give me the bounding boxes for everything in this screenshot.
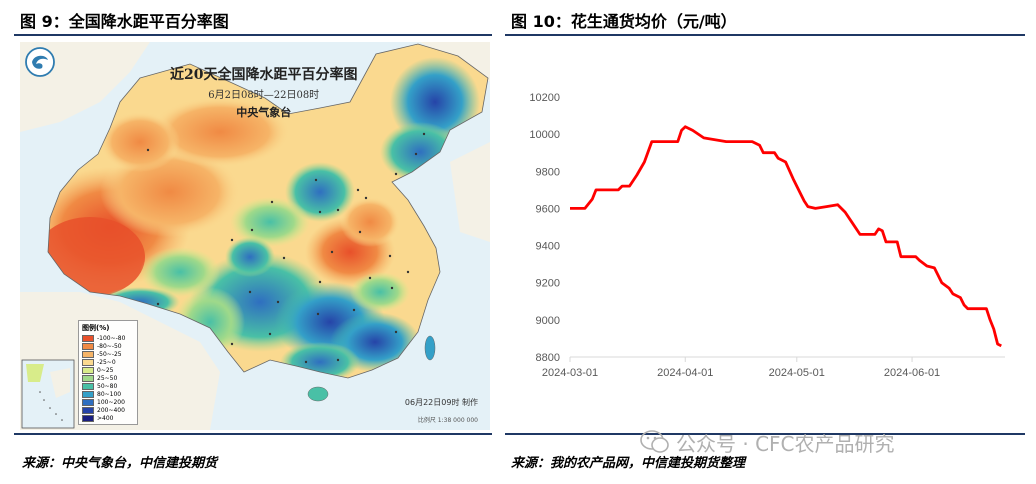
left-source: 来源：中央气象台，中信建投期货	[22, 456, 218, 471]
legend-label: -100~-80	[97, 334, 126, 342]
map-legend: 图例(%) -100~-80 -80~-50 -50~-25 -25~0 0~25 25~…	[78, 320, 138, 425]
legend-swatch	[82, 358, 94, 366]
legend-swatch	[82, 334, 94, 342]
hainan-island	[307, 386, 329, 402]
y-tick-label: 10000	[529, 129, 560, 141]
legend-item: -50~-25	[82, 350, 134, 358]
legend-item: -25~0	[82, 358, 134, 366]
city-markers	[146, 132, 426, 364]
legend-swatch	[82, 382, 94, 390]
right-source: 来源：我的农产品网，中信建投期货整理	[511, 456, 746, 471]
wechat-icon	[640, 430, 669, 453]
taiwan-island	[424, 335, 436, 361]
legend-label: -50~-25	[97, 350, 122, 358]
x-tick-label: 2024-04-01	[657, 367, 713, 379]
left-top-rule	[14, 34, 492, 36]
map-title-block: 近20天全国降水距平百分率图 6月2日08时—22日08时 中央气象台	[170, 64, 357, 120]
legend-label: -80~-50	[97, 342, 122, 350]
map-title: 近20天全国降水距平百分率图	[170, 67, 358, 83]
y-tick-label: 9800	[536, 166, 560, 178]
left-bottom-rule	[14, 433, 492, 435]
legend-swatch	[82, 366, 94, 374]
map-svg	[20, 42, 490, 430]
price-series-line	[570, 125, 1002, 348]
map-legend-title: 图例(%)	[82, 324, 110, 332]
map-scale: 比例尺 1:38 000 000	[417, 417, 478, 424]
peanut-price-chart: 8800 9000 9200 9400 9600 9800 10000 10200 2024-0…	[529, 92, 1005, 379]
legend-item: -100~-80	[82, 334, 134, 342]
y-tick-label: 10200	[529, 92, 560, 104]
x-tick-label: 2024-05-01	[769, 367, 825, 379]
legend-item: 200~400	[82, 406, 134, 414]
legend-swatch	[82, 406, 94, 414]
legend-label: -25~0	[97, 358, 116, 366]
x-tick-label: 2024-06-01	[884, 367, 940, 379]
legend-swatch	[82, 398, 94, 406]
legend-item: -80~-50	[82, 342, 134, 350]
map-production-stamp: 06月22日09时 制作	[404, 398, 478, 407]
x-tick-label: 2024-03-01	[542, 367, 598, 379]
y-tick-label: 9200	[536, 278, 560, 290]
watermark: 公众号 · CFC农产品研究	[676, 432, 895, 456]
y-tick-label: 9000	[536, 315, 560, 327]
legend-label: 100~200	[97, 398, 125, 406]
legend-item: 25~50	[82, 374, 134, 382]
precipitation-anomaly-map: 近20天全国降水距平百分率图 6月2日08时—22日08时 中央气象台 图例(%…	[20, 42, 490, 430]
legend-label: 25~50	[97, 374, 118, 382]
legend-swatch	[82, 342, 94, 350]
y-tick-label: 9400	[536, 241, 560, 253]
china-border	[47, 43, 489, 379]
legend-label: 50~80	[97, 382, 118, 390]
legend-swatch	[82, 414, 94, 422]
legend-item: >400	[82, 414, 134, 422]
left-figure-title: 图 9：全国降水距平百分率图	[20, 12, 229, 31]
legend-swatch	[82, 390, 94, 398]
legend-item: 50~80	[82, 382, 134, 390]
legend-label: 80~100	[97, 390, 122, 398]
legend-swatch	[82, 374, 94, 382]
right-bottom-rule	[505, 433, 1025, 435]
y-tick-label: 9600	[536, 203, 560, 215]
right-top-rule	[505, 34, 1025, 36]
legend-label: >400	[97, 414, 114, 422]
map-agency: 中央气象台	[236, 106, 292, 119]
y-tick-label: 8800	[536, 352, 560, 364]
legend-swatch	[82, 350, 94, 358]
map-period: 6月2日08时—22日08时	[208, 90, 320, 101]
cma-logo-icon	[25, 47, 55, 77]
legend-label: 200~400	[97, 406, 125, 414]
legend-item: 80~100	[82, 390, 134, 398]
legend-label: 0~25	[97, 366, 114, 374]
right-figure-title: 图 10：花生通货均价（元/吨）	[511, 12, 737, 31]
legend-item: 100~200	[82, 398, 134, 406]
legend-item: 0~25	[82, 366, 134, 374]
